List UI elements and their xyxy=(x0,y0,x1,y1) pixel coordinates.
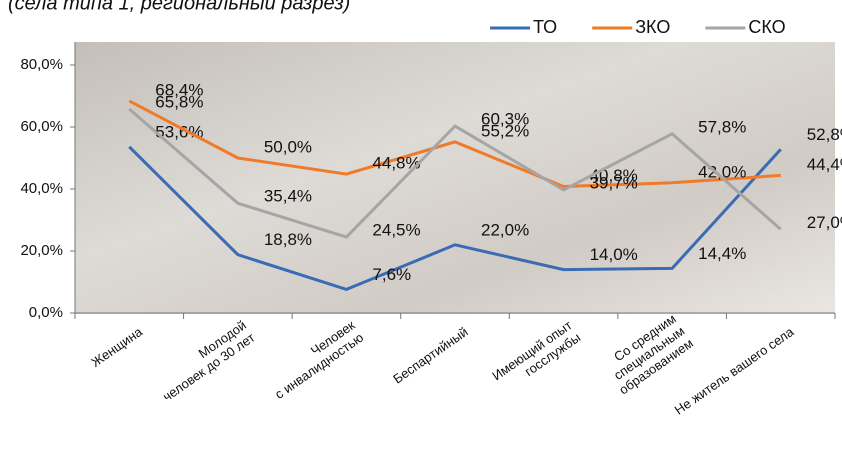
series-line xyxy=(128,145,782,292)
x-tick-label-line: Не житель вашего села xyxy=(672,324,797,418)
x-tick-label-line: Женщина xyxy=(88,324,145,370)
data-label: 35,4% xyxy=(264,187,312,206)
data-label: 24,5% xyxy=(372,221,420,240)
data-label: 14,0% xyxy=(590,245,638,264)
chart-title: (села типа 1, региональный разрез) xyxy=(8,0,350,14)
data-label: 53,6% xyxy=(155,122,203,141)
legend-label: ЗКО xyxy=(635,17,670,37)
y-tick-label: 0,0% xyxy=(29,304,63,321)
data-label: 18,8% xyxy=(264,230,312,249)
data-label: 27,0% xyxy=(807,213,842,232)
series-line xyxy=(128,99,781,189)
data-label: 50,0% xyxy=(264,137,312,156)
data-label: 57,8% xyxy=(698,117,746,136)
data-label: 52,8% xyxy=(807,125,842,144)
data-label: 55,2% xyxy=(481,121,529,140)
data-label: 68,4% xyxy=(155,80,203,99)
background-photo xyxy=(75,42,835,314)
x-tick-label: Беспартийный xyxy=(390,324,470,387)
data-label: 7,6% xyxy=(372,265,411,284)
y-tick-label: 60,0% xyxy=(20,118,63,135)
data-label: 22,0% xyxy=(481,220,529,239)
x-tick-label-line: Беспартийный xyxy=(390,324,470,387)
data-label: 60,3% xyxy=(481,110,529,129)
legend-label: СКО xyxy=(748,17,785,37)
data-label: 65,8% xyxy=(155,93,203,112)
data-label: 44,8% xyxy=(372,154,420,173)
y-tick-label: 40,0% xyxy=(20,180,63,197)
x-tick-label: Не житель вашего села xyxy=(672,324,797,418)
data-label: 39,7% xyxy=(590,173,638,192)
series-line xyxy=(128,107,782,239)
legend-label: ТО xyxy=(533,17,557,37)
y-tick-label: 20,0% xyxy=(20,242,63,259)
y-tick-label: 80,0% xyxy=(20,56,63,73)
data-label: 14,4% xyxy=(698,244,746,263)
x-tick-label: Женщина xyxy=(88,324,145,370)
data-label: 44,4% xyxy=(807,155,842,174)
